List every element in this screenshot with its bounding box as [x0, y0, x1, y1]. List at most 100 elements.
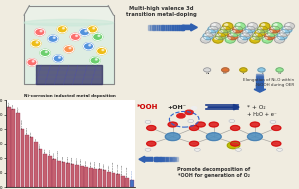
Ellipse shape	[247, 23, 257, 29]
Ellipse shape	[230, 29, 240, 36]
Ellipse shape	[24, 19, 114, 26]
FancyArrow shape	[175, 157, 176, 161]
Text: Co₃O₄: Co₃O₄	[40, 142, 41, 149]
Bar	[7, 107, 10, 187]
Text: NiFeTi: NiFeTi	[86, 159, 87, 166]
Ellipse shape	[277, 33, 287, 40]
Ellipse shape	[208, 26, 218, 33]
FancyArrow shape	[168, 25, 170, 29]
Text: V: V	[242, 71, 245, 75]
Text: NiFeNb: NiFeNb	[99, 161, 100, 169]
Circle shape	[93, 33, 103, 40]
FancyArrow shape	[182, 24, 197, 31]
Circle shape	[204, 68, 211, 72]
Circle shape	[236, 148, 241, 151]
Bar	[94, 169, 97, 187]
Text: NiFeV: NiFeV	[31, 130, 32, 137]
Text: Fe: Fe	[223, 71, 228, 75]
Text: NiFeW: NiFeW	[63, 154, 64, 162]
FancyArrow shape	[256, 83, 263, 84]
Circle shape	[212, 24, 215, 26]
Bar	[66, 163, 70, 187]
FancyArrow shape	[254, 85, 266, 92]
Bar	[103, 170, 106, 187]
Ellipse shape	[235, 23, 245, 29]
Bar	[116, 174, 120, 187]
FancyArrow shape	[155, 157, 157, 161]
Bar	[21, 129, 24, 187]
Ellipse shape	[223, 23, 233, 29]
Circle shape	[90, 57, 100, 64]
Ellipse shape	[260, 23, 270, 29]
Text: NiCoFe: NiCoFe	[26, 126, 28, 134]
Text: Cr: Cr	[277, 71, 282, 75]
Circle shape	[147, 125, 156, 130]
FancyArrow shape	[157, 25, 159, 29]
Bar	[43, 154, 47, 187]
Bar	[89, 168, 93, 187]
Circle shape	[191, 107, 197, 109]
FancyArrow shape	[182, 25, 184, 29]
Circle shape	[250, 122, 260, 127]
Circle shape	[229, 34, 233, 36]
FancyArrow shape	[256, 80, 263, 81]
Text: + H₂O + e⁻: + H₂O + e⁻	[247, 112, 276, 117]
FancyArrow shape	[164, 157, 166, 161]
Ellipse shape	[267, 29, 277, 36]
Text: NiFeZr: NiFeZr	[90, 160, 91, 167]
Circle shape	[219, 31, 223, 33]
Circle shape	[205, 34, 208, 36]
Circle shape	[27, 59, 37, 66]
Circle shape	[286, 24, 289, 26]
Text: *OOH: *OOH	[136, 104, 158, 110]
Circle shape	[70, 33, 80, 40]
Circle shape	[284, 27, 287, 29]
Ellipse shape	[237, 36, 248, 43]
Circle shape	[31, 40, 41, 47]
Circle shape	[87, 26, 97, 33]
Ellipse shape	[215, 33, 225, 40]
Circle shape	[196, 122, 205, 127]
Bar	[130, 180, 134, 187]
Circle shape	[215, 37, 218, 39]
Ellipse shape	[255, 29, 265, 36]
Text: NiFeV-400: NiFeV-400	[118, 162, 119, 174]
Bar	[39, 149, 42, 187]
Ellipse shape	[272, 23, 282, 29]
FancyArrow shape	[179, 25, 181, 29]
Bar	[25, 135, 29, 187]
Polygon shape	[36, 65, 102, 84]
Ellipse shape	[245, 26, 255, 33]
Bar	[57, 161, 61, 187]
Circle shape	[202, 37, 206, 39]
Circle shape	[231, 125, 240, 130]
FancyArrow shape	[170, 157, 171, 161]
Ellipse shape	[225, 36, 235, 43]
Ellipse shape	[262, 36, 272, 43]
Ellipse shape	[265, 33, 275, 40]
Bar	[52, 159, 56, 187]
Circle shape	[266, 34, 270, 36]
Ellipse shape	[220, 26, 231, 33]
Circle shape	[259, 27, 262, 29]
FancyArrow shape	[173, 157, 175, 161]
Text: NiFeCe: NiFeCe	[95, 160, 96, 168]
Circle shape	[279, 34, 282, 36]
Text: * + O₂: * + O₂	[247, 105, 265, 110]
Circle shape	[248, 133, 262, 141]
Circle shape	[272, 125, 281, 130]
Ellipse shape	[242, 29, 253, 36]
Text: NiFeLa: NiFeLa	[54, 151, 55, 159]
Text: NiFeV-200: NiFeV-200	[127, 166, 128, 177]
Circle shape	[97, 47, 107, 55]
Circle shape	[168, 122, 177, 127]
Circle shape	[254, 34, 257, 36]
FancyArrow shape	[172, 25, 173, 29]
Text: NiFeVTiCr: NiFeVTiCr	[131, 169, 132, 180]
FancyArrow shape	[158, 157, 159, 161]
Circle shape	[89, 45, 91, 46]
Circle shape	[206, 133, 221, 141]
Circle shape	[234, 27, 238, 29]
Bar	[48, 156, 52, 187]
Circle shape	[244, 31, 248, 33]
